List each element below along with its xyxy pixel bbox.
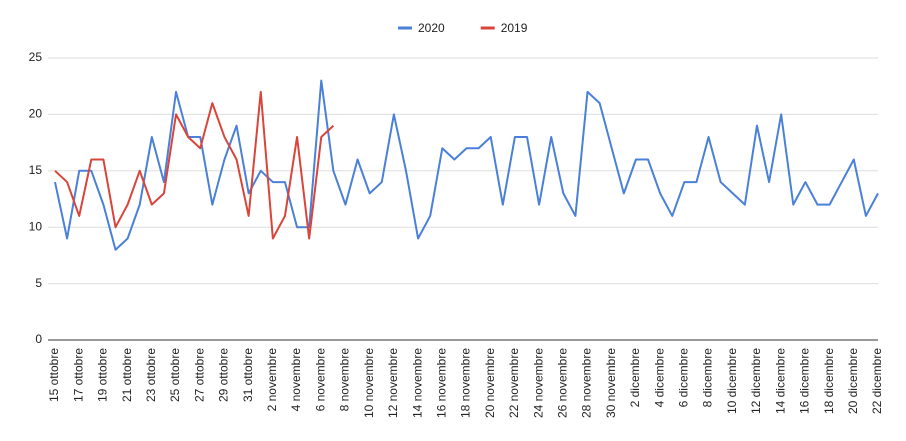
y-tick-label: 25 <box>29 50 43 64</box>
x-tick-label: 14 novembre <box>410 348 424 418</box>
x-tick-label: 6 dicembre <box>677 348 691 408</box>
x-tick-label: 4 novembre <box>289 348 303 412</box>
x-tick-label: 22 novembre <box>507 348 521 418</box>
x-tick-label: 21 ottobre <box>120 348 134 402</box>
series-line <box>54 79 879 251</box>
x-tick-label: 14 dicembre <box>773 348 787 414</box>
x-tick-label: 25 ottobre <box>168 348 182 402</box>
x-tick-label: 28 novembre <box>580 348 594 418</box>
x-tick-label: 8 novembre <box>338 348 352 412</box>
y-tick-label: 5 <box>35 276 42 290</box>
x-tick-label: 18 dicembre <box>822 348 836 414</box>
x-tick-label: 10 novembre <box>362 348 376 418</box>
x-tick-label: 18 novembre <box>459 348 473 418</box>
x-tick-label: 10 dicembre <box>725 348 739 414</box>
x-tick-label: 8 dicembre <box>701 348 715 408</box>
x-tick-label: 26 novembre <box>555 348 569 418</box>
x-tick-label: 6 novembre <box>313 348 327 412</box>
series-line <box>54 90 335 240</box>
x-tick-label: 20 novembre <box>483 348 497 418</box>
x-tick-label: 16 novembre <box>434 348 448 418</box>
x-tick-label: 15 ottobre <box>47 348 61 402</box>
x-tick-label: 22 dicembre <box>870 348 884 414</box>
legend-label: 2020 <box>418 21 445 35</box>
x-tick-label: 29 ottobre <box>217 348 231 402</box>
x-tick-label: 12 dicembre <box>749 348 763 414</box>
y-tick-label: 0 <box>35 332 42 346</box>
y-tick-label: 20 <box>29 107 43 121</box>
x-tick-label: 16 dicembre <box>798 348 812 414</box>
x-tick-label: 4 dicembre <box>652 348 666 408</box>
x-tick-label: 30 novembre <box>604 348 618 418</box>
legend-label: 2019 <box>501 21 528 35</box>
x-tick-label: 2 dicembre <box>628 348 642 408</box>
x-tick-label: 19 ottobre <box>96 348 110 402</box>
x-tick-label: 23 ottobre <box>144 348 158 402</box>
x-tick-label: 12 novembre <box>386 348 400 418</box>
y-tick-label: 10 <box>29 219 43 233</box>
y-tick-label: 15 <box>29 163 43 177</box>
x-tick-label: 17 ottobre <box>71 348 85 402</box>
x-tick-label: 27 ottobre <box>192 348 206 402</box>
x-tick-label: 2 novembre <box>265 348 279 412</box>
x-tick-label: 20 dicembre <box>846 348 860 414</box>
x-tick-label: 24 novembre <box>531 348 545 418</box>
x-tick-label: 31 ottobre <box>241 348 255 402</box>
